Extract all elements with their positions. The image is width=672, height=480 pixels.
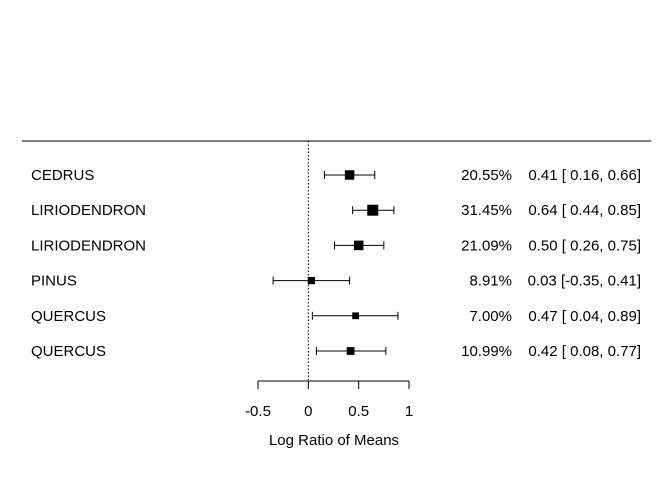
weight-label: 31.45% bbox=[461, 202, 512, 219]
ci-label: 0.41 [ 0.16, 0.66] bbox=[528, 167, 641, 184]
study-row: QUERCUS 7.00% 0.47 [ 0.04, 0.89] bbox=[31, 308, 641, 325]
weight-label: 20.55% bbox=[461, 167, 512, 184]
x-tick-label: -0.5 bbox=[245, 403, 271, 420]
study-label: PINUS bbox=[31, 273, 77, 290]
x-tick-label: 0 bbox=[304, 403, 312, 420]
study-label: QUERCUS bbox=[31, 343, 106, 360]
study-row: QUERCUS 10.99% 0.42 [ 0.08, 0.77] bbox=[31, 343, 641, 360]
study-rows: CEDRUS 20.55% 0.41 [ 0.16, 0.66] LIRIODENDR… bbox=[31, 167, 641, 360]
ci-label: 0.47 [ 0.04, 0.89] bbox=[528, 308, 641, 325]
study-label: CEDRUS bbox=[31, 167, 94, 184]
study-row: LIRIODENDRON 31.45% 0.64 [ 0.44, 0.85] bbox=[31, 202, 641, 219]
x-axis-label: Log Ratio of Means bbox=[269, 432, 399, 449]
ci-label: 0.42 [ 0.08, 0.77] bbox=[528, 343, 641, 360]
x-tick-label: 0.5 bbox=[348, 403, 369, 420]
estimate-marker bbox=[344, 170, 355, 180]
ci-label: 0.64 [ 0.44, 0.85] bbox=[528, 202, 641, 219]
weight-label: 7.00% bbox=[469, 308, 512, 325]
study-row: LIRIODENDRON 21.09% 0.50 [ 0.26, 0.75] bbox=[31, 237, 641, 254]
weight-label: 10.99% bbox=[461, 343, 512, 360]
study-label: LIRIODENDRON bbox=[31, 202, 146, 219]
x-axis: -0.5 0 0.5 1 bbox=[245, 380, 413, 420]
study-row: CEDRUS 20.55% 0.41 [ 0.16, 0.66] bbox=[31, 167, 641, 184]
estimate-marker bbox=[307, 276, 315, 285]
weight-label: 8.91% bbox=[469, 273, 512, 290]
estimate-marker bbox=[353, 240, 364, 251]
study-row: PINUS 8.91% 0.03 [-0.35, 0.41] bbox=[31, 273, 641, 290]
weight-label: 21.09% bbox=[461, 237, 512, 254]
estimate-marker bbox=[346, 347, 355, 355]
study-label: QUERCUS bbox=[31, 308, 106, 325]
estimate-marker bbox=[367, 204, 379, 216]
estimate-marker bbox=[352, 312, 360, 320]
ci-label: 0.03 [-0.35, 0.41] bbox=[528, 273, 641, 290]
x-tick-label: 1 bbox=[405, 403, 413, 420]
ci-label: 0.50 [ 0.26, 0.75] bbox=[528, 237, 641, 254]
study-label: LIRIODENDRON bbox=[31, 237, 146, 254]
